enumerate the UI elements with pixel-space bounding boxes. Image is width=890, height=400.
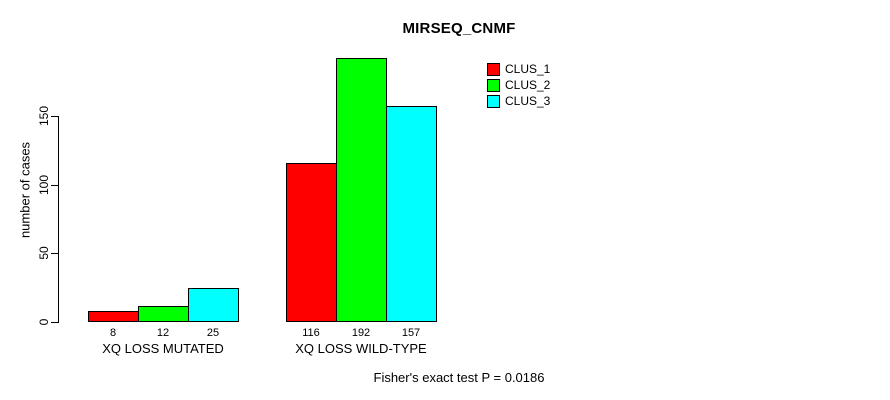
legend-swatch	[487, 62, 500, 76]
bar-clus_2-group2	[336, 58, 387, 322]
bar-value-label: 12	[156, 327, 170, 339]
legend-item: CLUS_2	[487, 77, 550, 93]
legend-label: CLUS_1	[505, 62, 551, 76]
legend-label: CLUS_3	[505, 94, 551, 108]
y-tick-label-text: 100	[37, 174, 51, 196]
bar-clus_1-group2	[286, 163, 337, 322]
legend-item: CLUS_3	[487, 93, 550, 109]
annotation-text: Fisher's exact test P = 0.0186	[373, 370, 545, 385]
bar-value-label: 8	[109, 327, 117, 339]
legend-label: CLUS_2	[505, 78, 551, 92]
legend-item: CLUS_1	[487, 61, 550, 77]
y-tick-label-text: 150	[37, 105, 51, 127]
bar-value-label: 25	[206, 327, 220, 339]
y-tick-label-text: 0	[37, 318, 51, 326]
y-tick-mark	[51, 185, 58, 186]
legend: CLUS_1 CLUS_2 CLUS_3	[487, 61, 550, 109]
bar-clus_3-group1	[188, 288, 239, 322]
category-label: XQ LOSS WILD-TYPE	[295, 341, 427, 356]
bar-clus_2-group1	[138, 306, 189, 322]
y-axis-line	[58, 116, 59, 323]
bar-value-label: 157	[401, 327, 421, 339]
y-tick-label-text: 50	[37, 246, 51, 260]
bar-clus_3-group2	[386, 106, 437, 322]
category-label: XQ LOSS MUTATED	[102, 341, 224, 356]
bar-value-label: 192	[351, 327, 371, 339]
chart-title: MIRSEQ_CNMF	[402, 20, 516, 37]
y-tick-mark	[51, 253, 58, 254]
y-tick-mark	[51, 322, 58, 323]
bar-clus_1-group1	[88, 311, 139, 322]
legend-swatch	[487, 94, 500, 108]
y-tick-mark	[51, 116, 58, 117]
y-axis-title-text: number of cases	[17, 141, 33, 239]
legend-swatch	[487, 78, 500, 92]
bar-value-label: 116	[302, 327, 320, 339]
